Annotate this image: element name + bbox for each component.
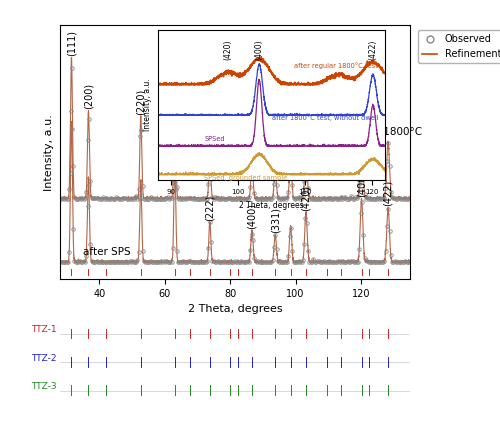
Text: (420): (420) — [224, 40, 232, 60]
Text: (420): (420) — [301, 184, 311, 211]
Text: TTZ-1: TTZ-1 — [31, 325, 56, 335]
Text: after regular 1800°C test: after regular 1800°C test — [294, 62, 378, 69]
Text: after 1800°C test, without dwell: after 1800°C test, without dwell — [272, 115, 378, 121]
Text: (111): (111) — [66, 30, 76, 55]
Text: TTZ-2: TTZ-2 — [31, 354, 56, 363]
Text: (200): (200) — [84, 83, 94, 109]
Y-axis label: Intensity, a.u.: Intensity, a.u. — [143, 78, 152, 131]
Text: SPSed, grounded sample: SPSed, grounded sample — [204, 175, 288, 181]
Text: (400): (400) — [247, 203, 257, 229]
Y-axis label: Intensity, a.u.: Intensity, a.u. — [44, 114, 54, 191]
Text: (331): (331) — [270, 207, 280, 233]
Text: (220): (220) — [136, 88, 146, 115]
Text: (422): (422) — [383, 180, 393, 206]
Text: (311): (311) — [170, 69, 180, 95]
Text: SPSed: SPSed — [204, 136, 225, 142]
Text: after test at 1800°C: after test at 1800°C — [318, 127, 422, 137]
Text: (422): (422) — [368, 40, 378, 60]
X-axis label: 2 Theta, degrees: 2 Theta, degrees — [239, 201, 304, 210]
X-axis label: 2 Theta, degrees: 2 Theta, degrees — [188, 305, 282, 314]
Text: (400): (400) — [356, 170, 366, 197]
Text: TTZ-3: TTZ-3 — [31, 382, 56, 391]
Text: (400): (400) — [254, 40, 264, 60]
Text: (222): (222) — [205, 194, 215, 220]
Text: after SPS: after SPS — [83, 247, 130, 257]
Legend: Observed, Refinement: Observed, Refinement — [418, 30, 500, 63]
